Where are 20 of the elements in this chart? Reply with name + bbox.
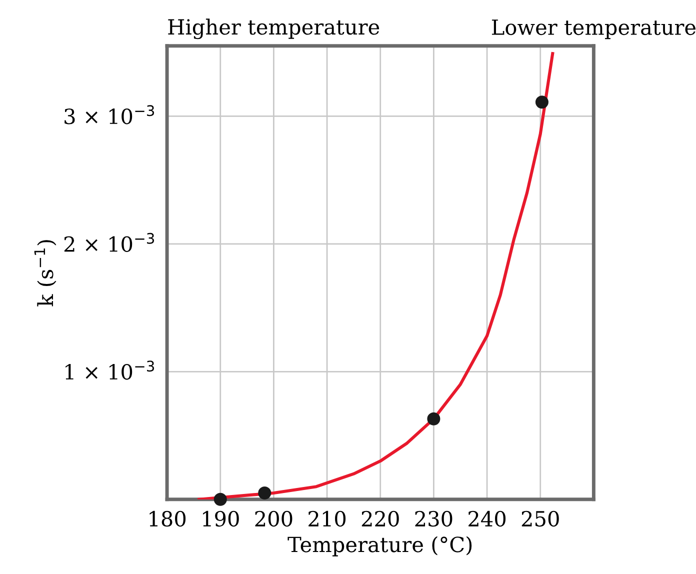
text: Lower temperature <box>492 20 696 40</box>
point <box>535 96 548 109</box>
y-tick-label: 2 × 10$^{−3}$ <box>64 232 154 252</box>
text: Higher temperature <box>168 18 380 40</box>
x-tick-label: 180 <box>150 510 186 527</box>
x-tick-label: 240 <box>468 510 506 527</box>
x-tick-label: 220 <box>362 510 399 527</box>
y-tick-label: 1 × 10$^{−3}$ <box>66 360 154 380</box>
x-axis-title: Temperature (°C) <box>288 536 472 556</box>
point <box>214 492 227 506</box>
y-axis-title: k (s$^{−1}$) <box>34 240 56 306</box>
point <box>427 412 440 426</box>
x-tick-label: 200 <box>255 510 292 527</box>
y-tick-label: 3 × 10$^{−3}$ <box>64 105 154 124</box>
line-series <box>198 52 554 500</box>
x-tick-label: 250 <box>522 510 559 527</box>
x-tick-label: 230 <box>415 510 452 527</box>
x-tick-label: 190 <box>203 510 239 527</box>
point <box>258 486 272 500</box>
x-tick-label: 210 <box>308 510 346 527</box>
